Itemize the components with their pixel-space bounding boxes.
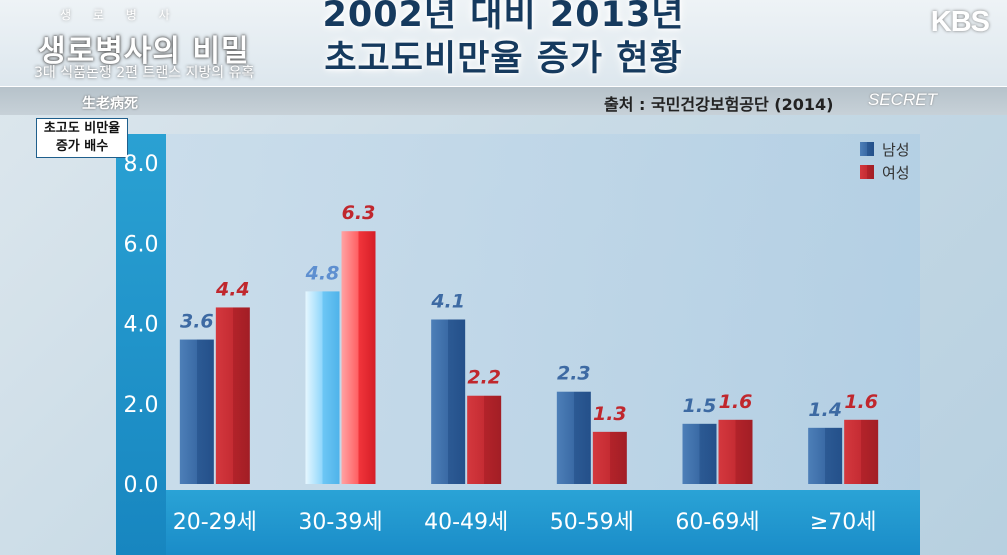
source-caption: 출처 : 국민건강보험공단 (2014) — [604, 95, 834, 114]
y-tick-label: 8.0 — [124, 152, 159, 177]
y-tick-label: 6.0 — [124, 232, 159, 257]
legend-label: 여성 — [882, 164, 910, 182]
bar-value-label: 3.6 — [180, 311, 214, 333]
x-tick-label: 40-49세 — [424, 510, 508, 535]
x-tick-label: 50-59세 — [550, 510, 634, 535]
kbs-logo: KBS — [930, 6, 990, 38]
program-episode-subtitle: 3대 식품논쟁 2편 트랜스 지방의 유혹 — [34, 65, 255, 81]
chart-title-line2: 초고도비만율 증가 현황 — [324, 39, 683, 79]
bar-female — [215, 307, 250, 484]
y-axis-strip — [116, 134, 166, 555]
bar-value-label: 2.2 — [467, 367, 501, 389]
legend-swatch — [860, 142, 874, 156]
bar-value-label: 4.8 — [305, 262, 340, 284]
bar-value-label: 2.3 — [557, 363, 591, 385]
bar-female — [467, 395, 502, 484]
y-axis-label: 초고도 비만율 증가 배수 — [36, 118, 128, 158]
legend-swatch — [860, 165, 874, 179]
bar-value-label: 1.3 — [593, 403, 627, 425]
bar-value-label: 4.1 — [430, 290, 465, 312]
x-tick-label: 60-69세 — [675, 510, 759, 535]
y-tick-label: 2.0 — [124, 393, 159, 418]
bar-male — [556, 391, 591, 484]
bar-value-label: 4.4 — [215, 278, 250, 300]
bar-male — [305, 291, 340, 484]
bar-value-label: 1.6 — [844, 391, 878, 413]
legend-label: 남성 — [882, 141, 910, 159]
bar-male — [808, 427, 843, 484]
bar-male — [431, 319, 466, 484]
bar-female — [592, 431, 627, 484]
x-tick-label: 20-29세 — [173, 510, 257, 535]
bar-value-label: 1.4 — [808, 399, 842, 421]
header-bar: 생 로 병 사 생로병사의 비밀 3대 식품논쟁 2편 트랜스 지방의 유혹 2… — [0, 0, 1007, 86]
bar-male — [682, 423, 717, 484]
y-axis-label-line1: 초고도 비만율 — [43, 121, 121, 136]
x-tick-label: 30-39세 — [298, 510, 382, 535]
info-strip: 生老病死 출처 : 국민건강보험공단 (2014) SECRET — [0, 86, 1007, 115]
bar-value-label: 1.6 — [719, 391, 753, 413]
bar-value-label: 1.5 — [683, 395, 717, 417]
bar-male — [179, 339, 214, 484]
bar-female — [341, 231, 376, 484]
x-axis-strip — [166, 490, 920, 555]
y-axis-label-line2: 증가 배수 — [55, 139, 109, 154]
x-tick-label: ≥70세 — [810, 510, 877, 535]
bar-value-label: 6.3 — [342, 202, 376, 224]
hanja-caption: 生老病死 — [82, 96, 138, 112]
y-tick-label: 0.0 — [124, 473, 159, 498]
program-logo: 생 로 병 사 생로병사의 비밀 3대 식품논쟁 2편 트랜스 지방의 유혹 — [20, 4, 280, 82]
chart-title-line1: 2002년 대비 2013년 — [322, 0, 685, 35]
y-tick-label: 4.0 — [124, 313, 159, 338]
bar-female — [844, 419, 879, 484]
plot-area — [166, 134, 920, 490]
bar-female — [718, 419, 753, 484]
program-logo-title: 생로병사의 비밀 — [38, 34, 250, 69]
secret-watermark: SECRET — [868, 90, 937, 109]
program-logo-small: 생 로 병 사 — [60, 8, 179, 22]
